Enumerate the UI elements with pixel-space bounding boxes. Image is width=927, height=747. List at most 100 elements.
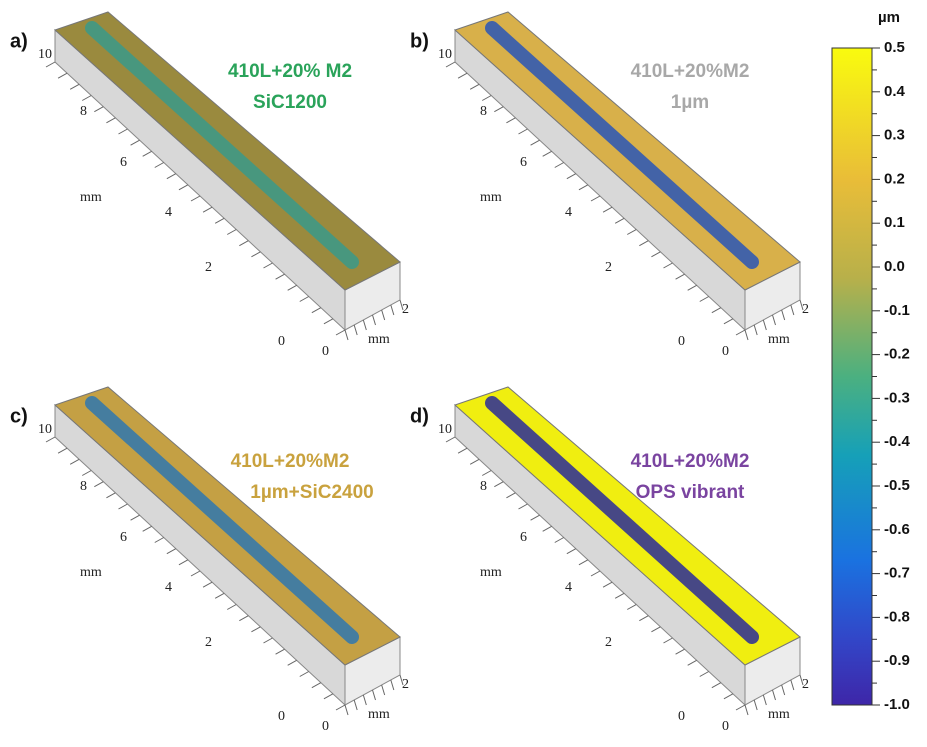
axis-tick xyxy=(94,481,104,488)
x-tick-label: 2 xyxy=(802,677,809,692)
colorbar-unit: µm xyxy=(878,9,900,26)
y-tick-label: 10 xyxy=(38,47,52,62)
axis-tick xyxy=(687,284,697,291)
panel-label: c) xyxy=(10,405,28,427)
colorbar-tick-label: 0.2 xyxy=(884,170,905,187)
axis-tick xyxy=(590,195,601,202)
colorbar-tick-label: -0.2 xyxy=(884,346,910,363)
colorbar-tick-label: -0.1 xyxy=(884,302,910,319)
panel: c) 410L+20%M2 1µm+SiC2400 10 8 6 4 2 0 mm 0 2 mm xyxy=(10,386,409,734)
panel-title: 1µm xyxy=(671,92,709,113)
axis-tick xyxy=(762,319,767,331)
axis-tick xyxy=(566,173,577,180)
axis-tick xyxy=(118,503,128,510)
y-tick-label: 4 xyxy=(565,580,572,595)
axis-tick xyxy=(353,324,358,336)
wear-track xyxy=(485,21,759,269)
colorbar-tick-label: 0.0 xyxy=(884,258,905,275)
axis-tick xyxy=(554,162,564,168)
axis-tick xyxy=(275,648,285,655)
axis-tick xyxy=(799,299,804,311)
x-tick-label: 2 xyxy=(402,677,409,692)
axis-tick xyxy=(166,173,177,180)
axis-tick xyxy=(353,699,358,711)
axis-tick xyxy=(142,150,152,157)
panel: d) 410L+20%M2 OPS vibrant 10 8 6 4 2 0 mm 0 2 mm xyxy=(410,386,809,734)
axis-tick xyxy=(130,514,140,521)
axis-tick xyxy=(251,251,261,258)
axis-tick xyxy=(82,470,92,476)
axis-tick xyxy=(344,329,349,341)
panel-title: 410L+20%M2 xyxy=(631,451,750,472)
y-tick-label: 4 xyxy=(565,205,572,220)
y-tick-label: 0 xyxy=(278,334,285,349)
axis-tick xyxy=(711,682,722,689)
axis-tick xyxy=(799,674,804,686)
axis-tick xyxy=(469,83,480,90)
axis-tick xyxy=(530,514,540,521)
axis-tick xyxy=(772,314,776,326)
axis-tick xyxy=(399,299,404,311)
y-tick-label: 0 xyxy=(278,709,285,724)
x-tick-label: 2 xyxy=(802,302,809,317)
panel-title: OPS vibrant xyxy=(636,482,745,503)
axis-tick xyxy=(311,682,322,689)
x-tick-label: 0 xyxy=(722,344,729,359)
axis-tick xyxy=(190,195,201,202)
y-tick-label: 4 xyxy=(165,205,172,220)
axis-tick xyxy=(578,559,589,566)
axis-tick xyxy=(82,95,92,101)
axis-tick xyxy=(57,447,68,454)
axis-tick xyxy=(627,604,637,610)
axis-tick xyxy=(372,689,376,701)
colorbar xyxy=(831,47,873,706)
axis-tick xyxy=(335,704,346,711)
x-tick-label: 0 xyxy=(722,719,729,734)
y-tick-label: 0 xyxy=(678,334,685,349)
colorbar-tick-label: -0.3 xyxy=(884,389,910,406)
axis-tick xyxy=(239,615,249,622)
axis-tick xyxy=(762,694,767,706)
y-tick-label: 4 xyxy=(165,580,172,595)
axis-tick xyxy=(445,61,456,68)
axis-tick xyxy=(457,447,468,454)
y-tick-label: 2 xyxy=(605,260,612,275)
axis-tick xyxy=(154,537,164,543)
axis-tick xyxy=(299,296,309,302)
axis-tick xyxy=(399,674,404,686)
axis-tick xyxy=(506,492,516,499)
axis-tick xyxy=(518,128,528,135)
axis-tick xyxy=(735,329,746,336)
x-axis-label: mm xyxy=(368,332,390,347)
axis-tick xyxy=(323,693,334,700)
axis-tick xyxy=(142,525,152,532)
axis-tick xyxy=(344,704,349,716)
axis-tick xyxy=(639,240,649,247)
axis-tick xyxy=(190,570,201,577)
y-tick-label: 2 xyxy=(205,260,212,275)
axis-tick xyxy=(362,694,367,706)
axis-tick xyxy=(711,307,722,314)
axis-tick xyxy=(381,684,386,696)
axis-tick xyxy=(781,684,786,696)
panel-title: 410L+20%M2 xyxy=(231,451,350,472)
axis-tick xyxy=(482,95,492,101)
axis-tick xyxy=(554,537,564,543)
axis-tick xyxy=(772,689,776,701)
axis-tick xyxy=(675,648,685,655)
colorbar-tick-label: -0.8 xyxy=(884,608,910,625)
axis-tick xyxy=(227,604,237,610)
axis-tick xyxy=(482,470,492,476)
axis-tick xyxy=(166,548,177,555)
axis-tick xyxy=(323,318,334,325)
colorbar-tick-label: -0.4 xyxy=(884,433,911,450)
axis-tick xyxy=(614,592,625,599)
axis-tick xyxy=(790,679,795,691)
wear-track xyxy=(85,21,359,269)
axis-tick xyxy=(335,329,346,336)
axis-tick xyxy=(469,458,480,465)
axis-tick xyxy=(251,626,261,633)
axis-tick xyxy=(178,559,189,566)
axis-tick xyxy=(287,659,297,666)
